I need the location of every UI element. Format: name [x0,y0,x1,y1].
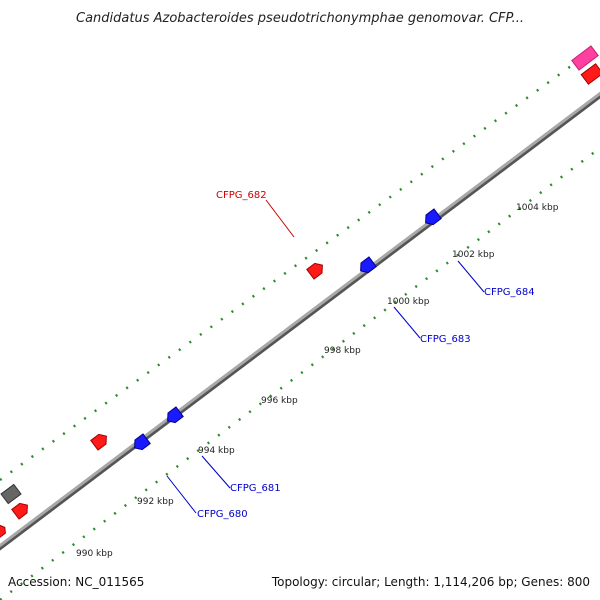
map-title: Candidatus Azobacteroides pseudotrichony… [76,11,524,26]
gene-label-cfpg-682[interactable]: CFPG_682 [216,190,267,201]
ruler-label: 990 kbp [76,549,113,559]
gene-feature-forward[interactable] [0,523,8,539]
gene-feature-forward[interactable] [11,500,31,520]
label-leader-line [265,199,295,238]
label-leader-line [201,455,231,489]
gene-label-cfpg-681[interactable]: CFPG_681 [230,483,281,494]
ruler-label: 1000 kbp [387,297,430,307]
label-leader-line [393,306,421,339]
label-leader-line [166,475,197,514]
gene-feature-cfpg-683[interactable] [357,256,377,276]
gene-feature-cfpg-684[interactable] [422,208,442,228]
gene-feature-rna[interactable] [571,45,599,71]
gene-feature-cfpg-682[interactable] [306,260,326,280]
gene-feature-forward[interactable] [90,431,110,451]
forward-tick-track [0,43,600,482]
gene-label-cfpg-683[interactable]: CFPG_683 [420,334,471,345]
ruler-label: 992 kbp [137,497,174,507]
ruler-label: 994 kbp [198,446,235,456]
gene-feature-cfpg-680[interactable] [131,433,151,453]
genome-backbone [0,91,600,548]
ruler-label: 998 kbp [324,346,361,356]
reverse-tick-track [0,147,600,600]
gene-label-cfpg-680[interactable]: CFPG_680 [197,509,248,520]
genome-backbone-shadow [0,92,600,551]
genome-summary: Topology: circular; Length: 1,114,206 bp… [271,575,590,589]
gene-feature-cfpg-681[interactable] [164,406,184,426]
ruler-label: 1004 kbp [516,203,559,213]
gene-feature-forward[interactable] [580,63,600,85]
gene-label-cfpg-684[interactable]: CFPG_684 [484,287,535,298]
ruler-label: 1002 kbp [452,250,495,260]
label-leader-line [457,260,485,293]
ruler-label: 996 kbp [261,396,298,406]
gene-feature-other[interactable] [0,483,22,505]
accession-label: Accession: NC_011565 [8,575,144,589]
